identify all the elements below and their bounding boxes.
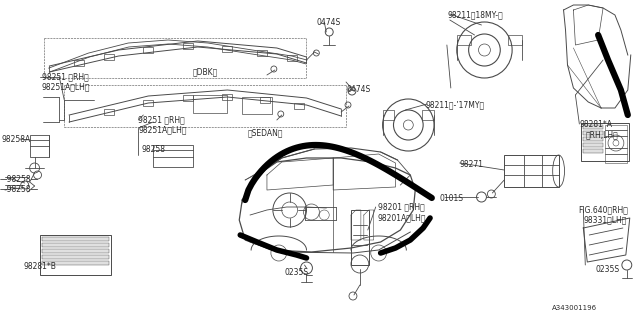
Text: 98281*A: 98281*A bbox=[579, 120, 612, 129]
Text: 〈RH,LH〉: 〈RH,LH〉 bbox=[586, 130, 618, 139]
Bar bbox=[583, 149, 603, 153]
Bar bbox=[351, 210, 369, 265]
Text: 98251A〈LH〉: 98251A〈LH〉 bbox=[138, 125, 187, 134]
Text: 98251A〈LH〉: 98251A〈LH〉 bbox=[42, 82, 90, 91]
Bar bbox=[42, 261, 109, 265]
Bar bbox=[583, 137, 603, 141]
Text: 98258A: 98258A bbox=[2, 135, 31, 144]
Bar bbox=[583, 125, 603, 129]
Text: 0235S: 0235S bbox=[285, 268, 309, 277]
Bar bbox=[457, 35, 470, 45]
Bar bbox=[42, 243, 109, 247]
Text: 0474S: 0474S bbox=[316, 18, 340, 27]
Text: 〈SEDAN〉: 〈SEDAN〉 bbox=[247, 128, 283, 137]
Bar bbox=[287, 55, 296, 61]
Bar bbox=[581, 123, 628, 161]
Bar bbox=[153, 145, 193, 167]
Bar bbox=[104, 109, 114, 115]
Text: —98258—: —98258— bbox=[0, 185, 39, 194]
Text: 98251 〈RH〉: 98251 〈RH〉 bbox=[42, 72, 88, 81]
Text: 98201 〈RH〉: 98201 〈RH〉 bbox=[378, 202, 424, 211]
Text: 98258: 98258 bbox=[141, 145, 165, 154]
Text: A343001196: A343001196 bbox=[552, 305, 597, 311]
Bar bbox=[42, 255, 109, 259]
Bar bbox=[143, 100, 153, 106]
Text: FIG.640〈RH〉: FIG.640〈RH〉 bbox=[579, 205, 628, 214]
Text: 98271: 98271 bbox=[460, 160, 484, 169]
Text: 0474S: 0474S bbox=[346, 85, 371, 94]
Text: 98251 〈RH〉: 98251 〈RH〉 bbox=[138, 115, 185, 124]
Bar bbox=[104, 54, 114, 60]
Text: 98331〈LH〉: 98331〈LH〉 bbox=[583, 215, 627, 224]
Bar bbox=[183, 43, 193, 49]
Bar bbox=[223, 94, 232, 100]
Text: 98201A〈LH〉: 98201A〈LH〉 bbox=[378, 213, 426, 222]
Text: 0235S: 0235S bbox=[595, 265, 620, 274]
Bar bbox=[422, 110, 434, 120]
Bar bbox=[583, 131, 603, 135]
Text: 〈DBK〉: 〈DBK〉 bbox=[193, 67, 218, 76]
Text: —98258—: —98258— bbox=[0, 175, 39, 184]
Bar bbox=[260, 97, 270, 103]
Bar bbox=[383, 110, 394, 120]
Bar bbox=[223, 46, 232, 52]
Text: 98211〇18MY-〉: 98211〇18MY-〉 bbox=[448, 10, 504, 19]
Bar bbox=[74, 60, 84, 66]
Bar bbox=[29, 135, 49, 157]
Bar bbox=[508, 35, 522, 45]
Bar bbox=[42, 249, 109, 253]
Text: 98281*B: 98281*B bbox=[24, 262, 56, 271]
Bar bbox=[40, 235, 111, 275]
Bar bbox=[504, 155, 559, 187]
Bar bbox=[257, 50, 267, 56]
Bar bbox=[605, 125, 627, 163]
Bar bbox=[42, 237, 109, 241]
Bar bbox=[583, 143, 603, 147]
Bar bbox=[242, 97, 272, 114]
Bar bbox=[143, 47, 153, 53]
Bar bbox=[183, 95, 193, 101]
Bar bbox=[193, 95, 227, 113]
Text: 0101S: 0101S bbox=[440, 194, 464, 203]
Text: 98211〇-’17MY〉: 98211〇-’17MY〉 bbox=[425, 100, 484, 109]
Bar bbox=[294, 103, 303, 109]
